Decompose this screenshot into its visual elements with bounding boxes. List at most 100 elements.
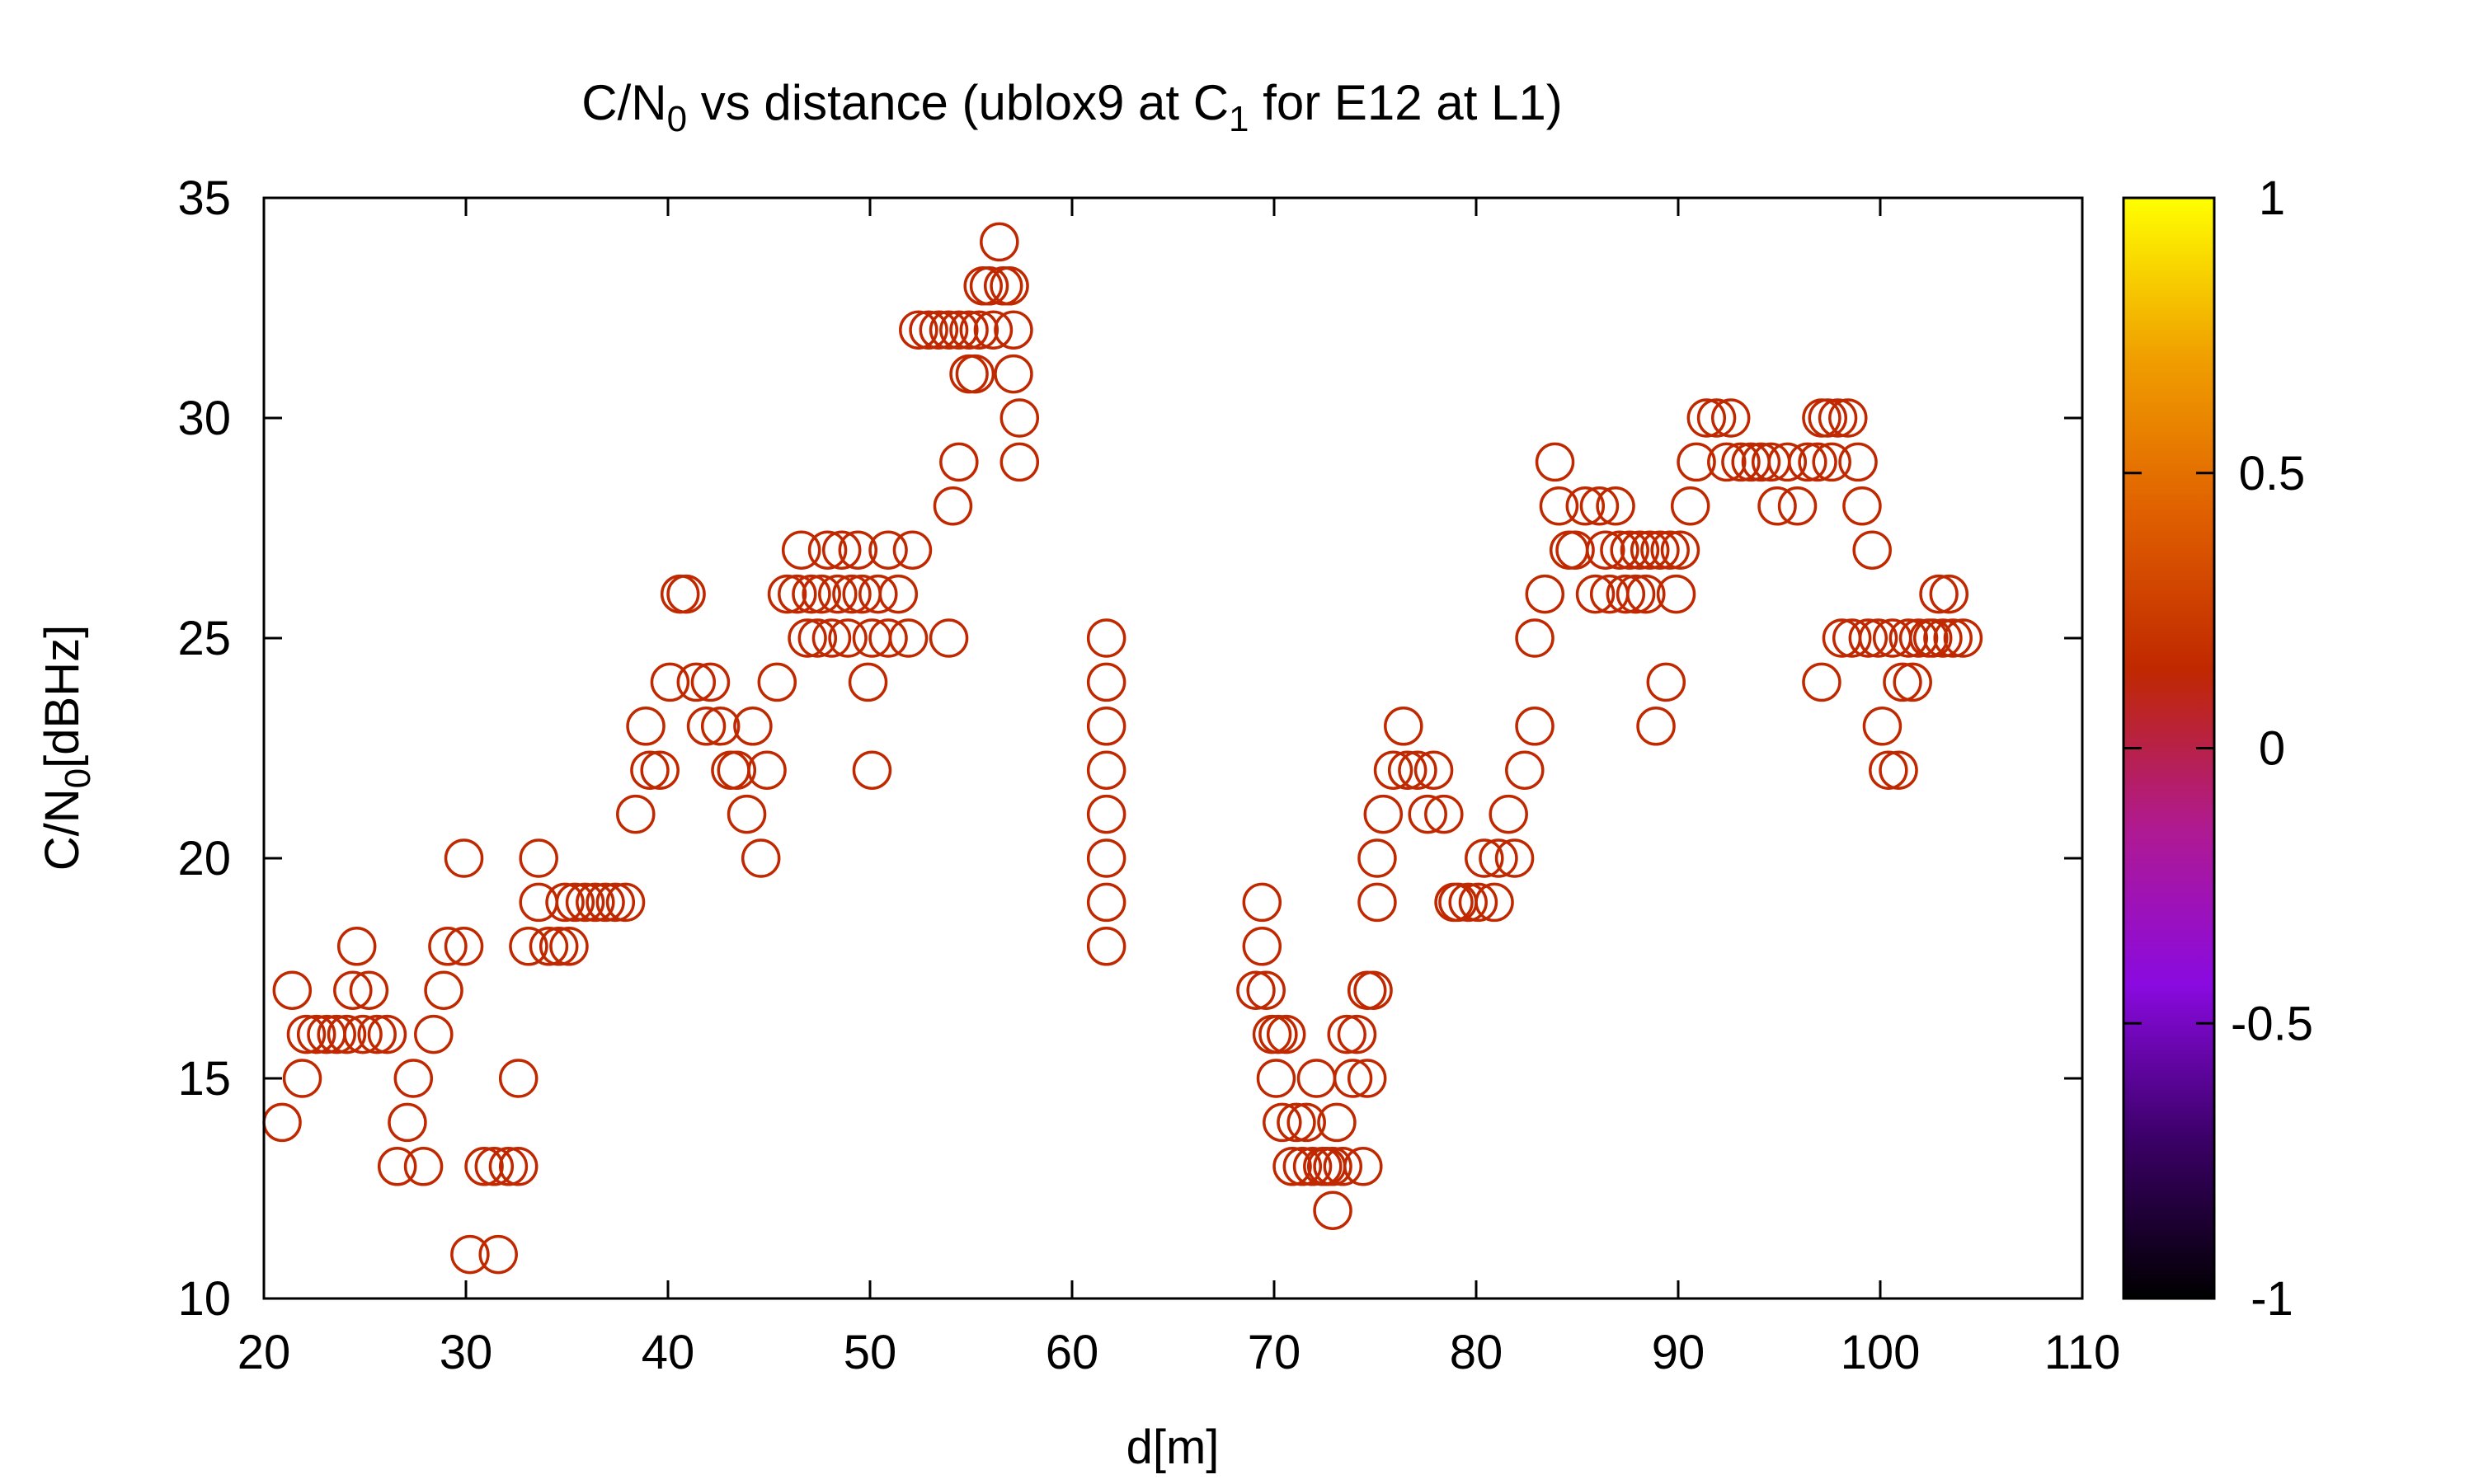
data-point	[1282, 1147, 1323, 1186]
data-point	[899, 310, 938, 350]
data-point	[1424, 794, 1464, 834]
data-point	[650, 662, 690, 702]
data-point	[1086, 707, 1126, 746]
data-point	[1479, 838, 1518, 878]
data-point	[700, 707, 741, 746]
data-point	[802, 574, 841, 614]
data-point	[994, 354, 1033, 394]
data-point	[686, 707, 727, 746]
data-point	[1086, 838, 1126, 878]
data-point	[1721, 442, 1761, 482]
data-point	[1086, 882, 1126, 923]
data-point	[1677, 442, 1716, 482]
data-point	[478, 1234, 518, 1275]
data-point	[1686, 398, 1727, 438]
data-point	[1448, 882, 1488, 923]
data-point	[717, 750, 757, 790]
data-point	[539, 927, 579, 966]
data-point	[1912, 618, 1953, 658]
x-axis-label: d[m]	[1126, 1421, 1220, 1474]
data-point	[1242, 927, 1282, 966]
data-point	[1343, 1147, 1383, 1186]
y-tick-labels: 10 15 20 25 30 35	[177, 171, 231, 1326]
data-point	[821, 530, 862, 570]
data-point	[1832, 618, 1872, 658]
data-point	[747, 750, 787, 790]
data-point	[1272, 1147, 1312, 1186]
data-point	[576, 882, 615, 923]
data-point	[1869, 750, 1908, 790]
data-point	[519, 838, 558, 878]
data-point	[1929, 574, 1969, 614]
data-point	[909, 310, 948, 350]
data-point	[852, 750, 892, 790]
data-point	[990, 266, 1029, 306]
data-point	[1327, 1014, 1366, 1054]
data-point	[272, 970, 313, 1010]
x-tick-label: 90	[1652, 1326, 1705, 1379]
data-point	[1313, 1190, 1352, 1230]
data-point	[939, 310, 979, 350]
x-tick-labels: 20 30 40 50 60 70 80 90 100 110	[238, 1326, 2120, 1379]
data-point	[1650, 530, 1690, 570]
data-point	[797, 618, 838, 658]
data-point	[1852, 530, 1892, 570]
data-point	[1767, 442, 1808, 482]
data-point	[343, 1014, 383, 1054]
colorbar-tick-label: -1	[2251, 1272, 2293, 1326]
data-point	[1086, 662, 1126, 702]
data-point	[349, 970, 389, 1010]
data-point	[1802, 662, 1841, 702]
data-point	[1893, 662, 1932, 702]
data-point	[1575, 574, 1616, 614]
data-point	[1313, 1147, 1352, 1186]
data-point	[1347, 1059, 1387, 1098]
data-point	[450, 1234, 490, 1275]
data-point	[1696, 398, 1737, 438]
data-point	[1660, 530, 1700, 570]
data-point	[1246, 970, 1286, 1010]
data-point	[1256, 1059, 1296, 1098]
data-point	[1879, 750, 1918, 790]
data-point	[1475, 882, 1514, 923]
colorbar-tick-label: 0.5	[2239, 447, 2306, 500]
data-point	[1263, 1102, 1302, 1143]
data-point	[424, 970, 463, 1010]
data-point	[1489, 794, 1528, 834]
data-point	[555, 882, 595, 923]
data-point	[1236, 970, 1276, 1010]
chart-title: C/N0 vs distance (ublox9 at C1 for E12 a…	[581, 75, 1563, 139]
data-point	[1337, 1014, 1377, 1054]
x-tick-label: 110	[2044, 1326, 2120, 1379]
data-point	[1535, 442, 1575, 482]
data-point	[868, 618, 908, 658]
data-point	[1515, 618, 1554, 658]
data-point	[474, 1147, 515, 1186]
data-point	[1862, 707, 1903, 746]
data-point	[1656, 574, 1696, 614]
data-point	[939, 442, 979, 482]
data-point	[1626, 574, 1666, 614]
data-point	[1923, 618, 1963, 658]
y-tick-label: 25	[177, 612, 231, 665]
colorbar-tick-labels: 1 0.5 0 -0.5 -1	[2231, 171, 2313, 1326]
data-point	[262, 1102, 302, 1143]
data-point	[727, 794, 767, 834]
data-point	[1898, 618, 1939, 658]
data-point	[1616, 574, 1656, 614]
data-point	[1323, 1147, 1363, 1186]
data-point	[626, 707, 666, 746]
data-point	[1579, 486, 1620, 526]
data-point	[842, 574, 882, 614]
data-point	[1086, 750, 1126, 790]
x-tick-label: 30	[440, 1326, 493, 1379]
data-point	[1525, 574, 1565, 614]
data-point	[1413, 750, 1454, 790]
data-point	[1858, 618, 1898, 658]
data-point	[838, 530, 878, 570]
data-point	[498, 1059, 539, 1098]
data-point	[1640, 530, 1680, 570]
data-point	[1620, 530, 1660, 570]
data-point	[781, 530, 821, 570]
data-point	[1741, 442, 1781, 482]
